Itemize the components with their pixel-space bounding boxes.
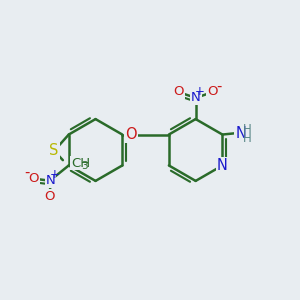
Text: -: -	[24, 165, 30, 180]
Text: O: O	[125, 127, 136, 142]
Text: H: H	[242, 132, 251, 145]
Text: +: +	[195, 85, 205, 98]
Text: +: +	[50, 168, 60, 181]
Text: S: S	[49, 143, 59, 158]
Text: O: O	[28, 172, 39, 185]
Text: -: -	[217, 79, 222, 94]
Text: 3: 3	[81, 161, 88, 171]
Text: O: O	[45, 190, 55, 203]
Text: O: O	[173, 85, 184, 98]
Text: N: N	[46, 174, 56, 187]
Text: CH: CH	[71, 157, 90, 169]
Text: H: H	[242, 123, 251, 136]
Text: N: N	[191, 92, 200, 104]
Text: N: N	[217, 158, 228, 173]
Text: N: N	[235, 126, 246, 141]
Text: O: O	[208, 85, 218, 98]
